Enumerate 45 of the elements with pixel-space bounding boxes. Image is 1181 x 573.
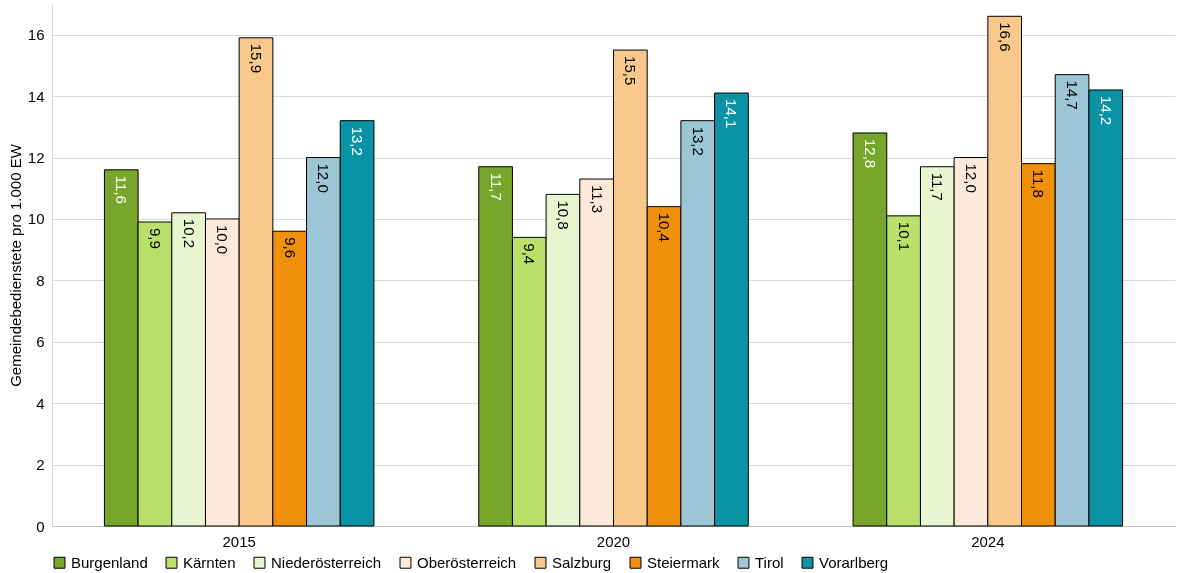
data-label: 15,5 bbox=[622, 56, 640, 86]
y-tick-label: 0 bbox=[36, 517, 45, 535]
data-label: 12,0 bbox=[962, 163, 980, 193]
y-tick-label: 8 bbox=[36, 271, 45, 289]
y-tick-label: 16 bbox=[27, 26, 45, 44]
data-label: 11,6 bbox=[113, 175, 131, 204]
data-label: 13,2 bbox=[689, 126, 707, 156]
data-label: 10,0 bbox=[214, 224, 232, 255]
data-label: 12,0 bbox=[315, 163, 333, 193]
x-tick-label: 2015 bbox=[222, 532, 256, 550]
data-label: 14,1 bbox=[723, 99, 741, 129]
legend-label: Burgenland bbox=[71, 553, 148, 571]
data-label: 10,1 bbox=[895, 221, 913, 252]
y-tick-label: 12 bbox=[27, 149, 45, 167]
legend-label: Steiermark bbox=[647, 553, 721, 571]
data-label: 14,2 bbox=[1097, 95, 1115, 126]
data-label: 10,8 bbox=[554, 200, 572, 230]
data-label: 11,8 bbox=[1030, 169, 1048, 198]
y-axis-title: Gemeindebedienstete pro 1.000 EW bbox=[6, 143, 24, 387]
legend-label: Oberösterreich bbox=[417, 553, 517, 571]
data-label: 10,4 bbox=[656, 212, 674, 242]
data-label: 11,7 bbox=[929, 172, 947, 201]
y-tick-label: 14 bbox=[27, 87, 45, 105]
data-label: 10,2 bbox=[180, 218, 198, 248]
data-label: 11,3 bbox=[588, 185, 606, 214]
data-label: 9,6 bbox=[281, 237, 299, 259]
legend-label: Kärnten bbox=[183, 553, 236, 571]
legend-label: Tirol bbox=[755, 553, 784, 571]
legend-label: Vorarlberg bbox=[819, 553, 889, 571]
y-tick-label: 6 bbox=[36, 333, 45, 351]
data-label: 14,7 bbox=[1064, 80, 1082, 110]
legend-label: Salzburg bbox=[552, 553, 612, 571]
data-label: 11,7 bbox=[487, 172, 505, 201]
data-label: 9,4 bbox=[521, 243, 539, 265]
data-label: 13,2 bbox=[349, 126, 367, 156]
data-label: 15,9 bbox=[248, 43, 266, 73]
y-tick-label: 4 bbox=[36, 394, 45, 412]
y-tick-label: 2 bbox=[36, 456, 45, 474]
legend-label: Niederösterreich bbox=[271, 553, 382, 571]
data-label: 12,8 bbox=[861, 138, 879, 169]
x-tick-label: 2024 bbox=[971, 532, 1005, 550]
y-tick-label: 10 bbox=[27, 210, 45, 228]
data-label: 16,6 bbox=[996, 22, 1014, 52]
x-tick-label: 2020 bbox=[596, 532, 631, 550]
data-label: 9,9 bbox=[146, 228, 164, 249]
